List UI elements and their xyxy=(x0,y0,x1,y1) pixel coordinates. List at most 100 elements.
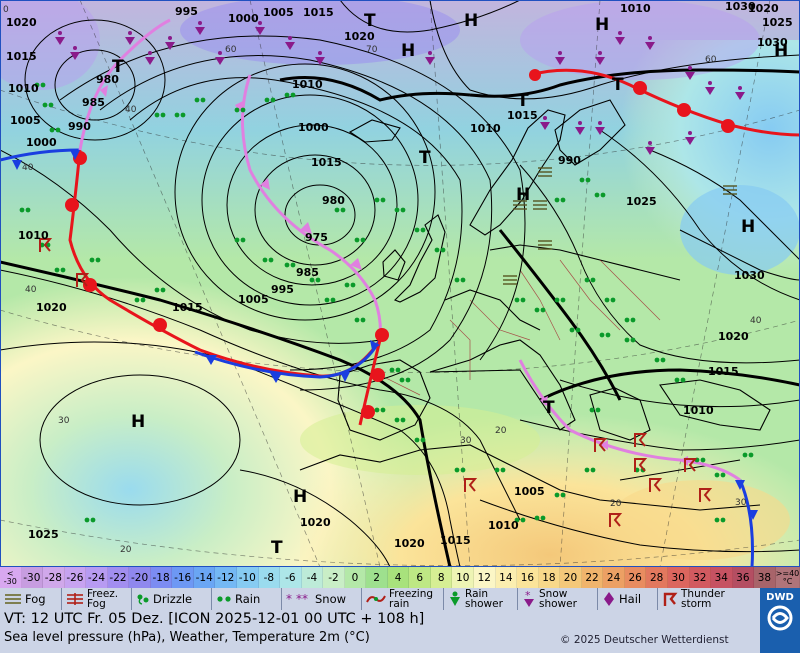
rain-symbols xyxy=(19,82,754,523)
rain-symbol xyxy=(270,97,276,103)
scale-cell: 28 xyxy=(646,567,668,588)
snow-symbol xyxy=(578,121,582,125)
thunderstorm-symbol xyxy=(634,433,648,447)
scale-cell: 6 xyxy=(409,567,431,588)
snow-shower-symbol xyxy=(285,42,295,50)
rain-symbol xyxy=(134,297,140,303)
isobar-label: 1015 xyxy=(172,301,203,314)
isobar-label: 975 xyxy=(305,231,328,244)
rain-symbol xyxy=(560,492,566,498)
rain-symbol xyxy=(654,357,660,363)
snow-symbol xyxy=(648,141,652,145)
rain-symbol xyxy=(624,317,630,323)
thunderstorm-symbol xyxy=(634,458,648,472)
snow-symbol xyxy=(168,36,172,40)
snow-shower-symbol xyxy=(575,127,585,135)
isobar-label: 1020 xyxy=(748,2,779,15)
snow-symbol xyxy=(198,21,202,25)
snow-shower-symbol xyxy=(555,57,565,65)
rain-symbol xyxy=(90,517,96,523)
low-pressure-center: T xyxy=(271,538,283,558)
snow-symbol xyxy=(708,81,712,85)
scale-cell: -30 xyxy=(21,567,44,588)
rain-symbol xyxy=(500,467,506,473)
high-pressure-center: H xyxy=(741,217,755,237)
temp-label: 30 xyxy=(735,498,747,508)
isobar-label: 985 xyxy=(82,96,105,109)
temp-label: 30 xyxy=(460,436,472,446)
rain-symbol xyxy=(560,297,566,303)
high-pressure-center: H xyxy=(464,11,478,31)
scale-cell: 0 xyxy=(344,567,367,588)
rain-symbol xyxy=(560,197,566,203)
rain-symbol xyxy=(60,267,66,273)
snow-symbol xyxy=(738,86,742,90)
isobar-label: 1010 xyxy=(8,82,39,95)
rain-symbol xyxy=(340,207,346,213)
rain-symbol xyxy=(420,227,426,233)
thunderstorm-symbol xyxy=(649,478,663,492)
rain-symbol xyxy=(514,517,520,523)
snow-symbol xyxy=(648,36,652,40)
rain-symbol xyxy=(234,107,240,113)
rain-symbol xyxy=(154,287,160,293)
isobar-label: 1015 xyxy=(708,365,739,378)
snow-shower-symbol xyxy=(145,57,155,65)
rain-symbol xyxy=(389,367,395,373)
rain-symbol xyxy=(290,92,296,98)
snow-symbol xyxy=(688,131,692,135)
rain-symbol xyxy=(720,517,726,523)
rain-symbol xyxy=(154,112,160,118)
warm-front-semicircles xyxy=(65,69,735,419)
scale-low-end: < -30 xyxy=(0,567,22,588)
temp-label: 40 xyxy=(25,285,37,295)
rain-symbol xyxy=(748,452,754,458)
svg-text:**: ** xyxy=(296,592,308,606)
scale-cell: 24 xyxy=(603,567,625,588)
scale-cell: -22 xyxy=(107,567,130,588)
rain-symbol xyxy=(89,257,95,263)
high-pressure-center: H xyxy=(774,41,788,61)
cold-front-atlantic xyxy=(194,339,382,379)
legend-item-snow: * ** Snow xyxy=(282,588,362,610)
temperature-scale: < -30 -30 -28 -26 -24 -22 -20 -18 -16 -14 -12 -10-… xyxy=(0,567,800,588)
rain-symbol xyxy=(380,407,386,413)
scale-cell: 8 xyxy=(430,567,453,588)
scale-cell: -24 xyxy=(86,567,108,588)
low-pressure-center: T xyxy=(517,91,529,111)
isobar-label: 1005 xyxy=(10,114,41,127)
rain-symbol xyxy=(160,112,166,118)
thunderstorm-symbol xyxy=(699,488,713,502)
svg-text:*: * xyxy=(286,592,292,606)
rain-symbol xyxy=(584,277,590,283)
scale-cell: 38 xyxy=(754,567,776,588)
rain-symbol xyxy=(54,267,60,273)
rain-symbol xyxy=(400,207,406,213)
rain-symbol xyxy=(594,192,600,198)
high-pressure-center: H xyxy=(293,487,307,507)
legend-item-snow-shower: * Snow shower xyxy=(518,588,598,610)
temp-label: 40 xyxy=(750,316,762,326)
isobar-label: 1005 xyxy=(514,485,545,498)
isobar-label: 1020 xyxy=(300,516,331,529)
scale-cell: -20 xyxy=(129,567,151,588)
rain-symbol xyxy=(454,467,460,473)
isobar-label: 1000 xyxy=(298,121,329,134)
scale-cell: 22 xyxy=(581,567,604,588)
scale-cell: -6 xyxy=(280,567,302,588)
scale-cell: -26 xyxy=(64,567,87,588)
snow-symbol xyxy=(688,66,692,70)
rain-symbol xyxy=(590,277,596,283)
rain-symbol xyxy=(714,472,720,478)
temp-label: 60 xyxy=(225,45,237,55)
rain-symbol xyxy=(234,237,240,243)
rain-symbol xyxy=(610,297,616,303)
snow-shower-symbol xyxy=(645,42,655,50)
rain-symbol xyxy=(262,257,268,263)
temp-label: 40 xyxy=(125,105,137,115)
isobar-label: 1010 xyxy=(292,78,323,91)
snow-icon: * ** xyxy=(286,592,308,606)
rain-symbol xyxy=(240,107,246,113)
isobar-label: 980 xyxy=(96,73,119,86)
rain-symbol xyxy=(360,317,366,323)
